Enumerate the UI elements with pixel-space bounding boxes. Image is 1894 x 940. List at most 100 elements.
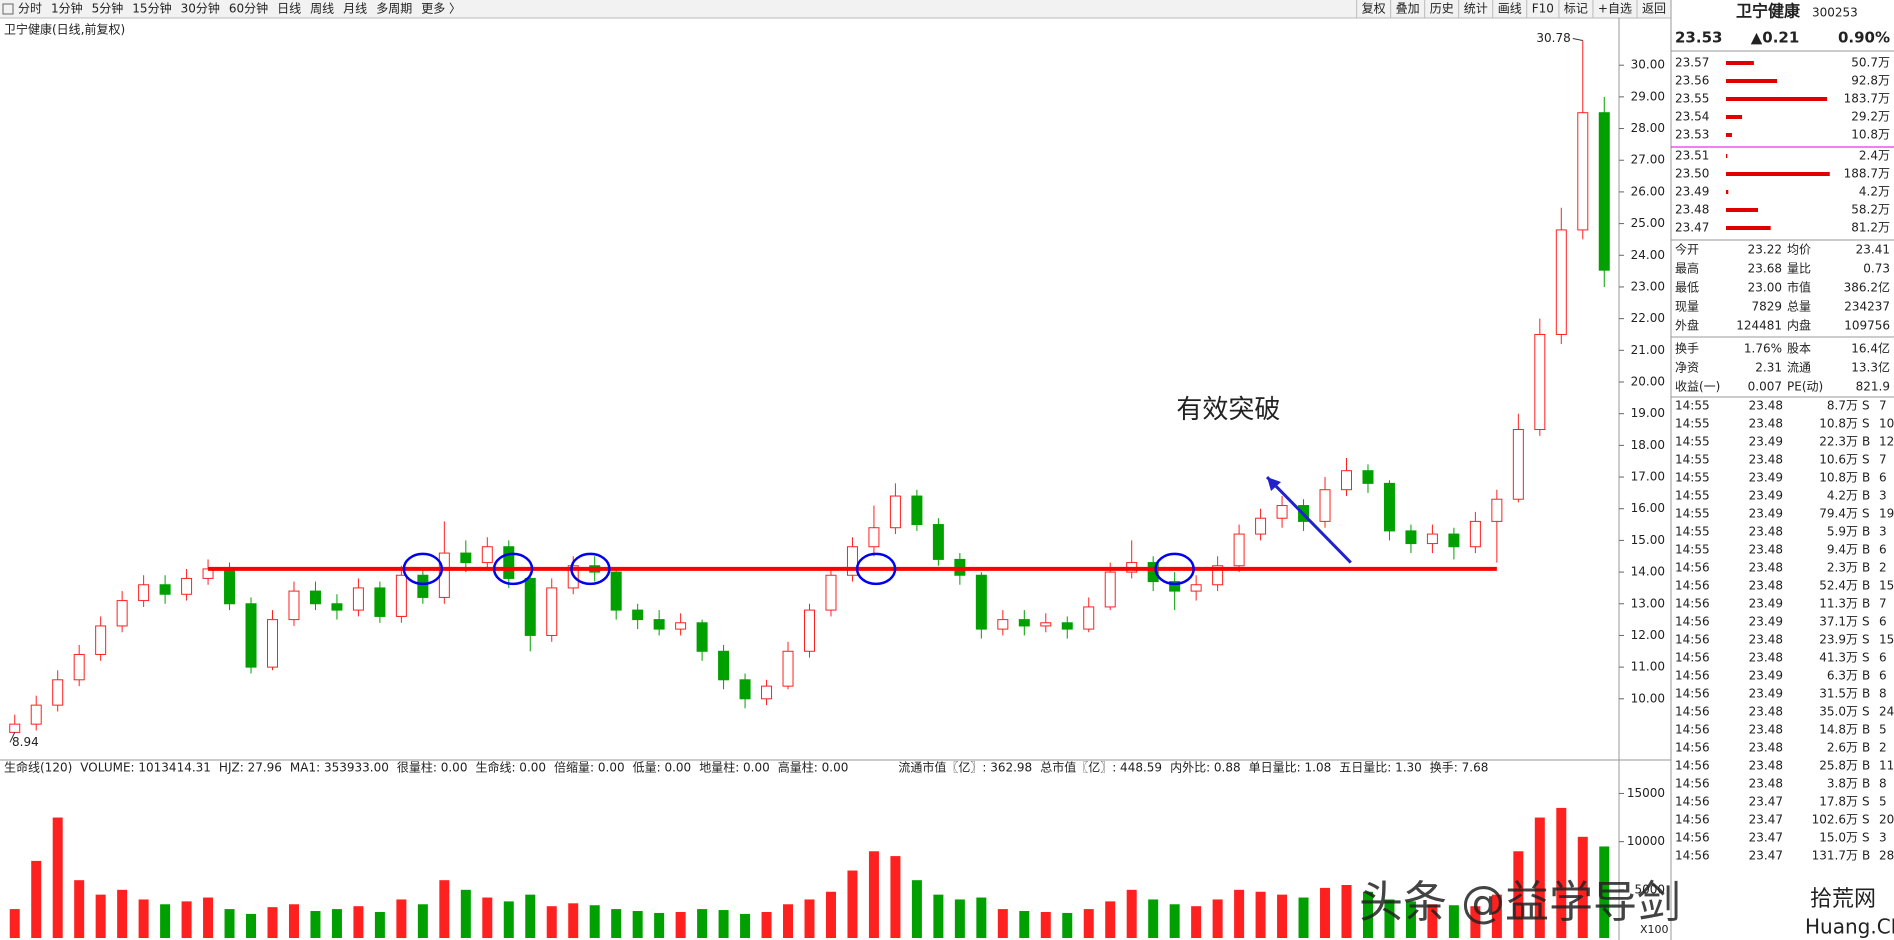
y-tick-label: 23.00 bbox=[1631, 279, 1665, 293]
trade-time: 14:56 bbox=[1675, 831, 1710, 845]
trade-count: 5 bbox=[1879, 723, 1887, 737]
trade-price: 23.49 bbox=[1749, 471, 1783, 485]
trade-time: 14:56 bbox=[1675, 777, 1710, 791]
volume-bar bbox=[1427, 904, 1438, 938]
trade-volume: 9.4万 bbox=[1827, 543, 1858, 557]
candle-body bbox=[181, 577, 193, 595]
menu-icon[interactable] bbox=[2, 3, 14, 15]
y-tick-label: 22.00 bbox=[1631, 311, 1665, 325]
book-price: 23.57 bbox=[1675, 56, 1709, 70]
tool-button[interactable]: F10 bbox=[1532, 2, 1554, 16]
y-tick-label: 28.00 bbox=[1631, 121, 1665, 135]
trade-side: S bbox=[1862, 831, 1870, 845]
trade-side: S bbox=[1862, 633, 1870, 647]
tool-button[interactable]: 统计 bbox=[1464, 2, 1488, 16]
tool-button[interactable]: 叠加 bbox=[1396, 2, 1420, 16]
period-tab[interactable]: 周线 bbox=[310, 2, 334, 16]
candle-body bbox=[782, 650, 794, 687]
stat-value: 0.73 bbox=[1863, 262, 1890, 276]
trade-time: 14:56 bbox=[1675, 687, 1710, 701]
volume-bar bbox=[1105, 901, 1116, 938]
candle-body bbox=[1104, 571, 1116, 608]
watermark: Huang.CN bbox=[1805, 915, 1894, 939]
volume-bar bbox=[890, 856, 901, 938]
period-tab[interactable]: 60分钟 bbox=[229, 1, 268, 16]
volume-bar bbox=[181, 901, 192, 938]
y-tick-label: 20.00 bbox=[1631, 374, 1665, 388]
trade-side: B bbox=[1862, 741, 1870, 755]
trade-volume: 2.3万 bbox=[1827, 561, 1858, 575]
indicator: 高量柱: 0.00 bbox=[778, 760, 849, 775]
book-price: 23.47 bbox=[1675, 221, 1709, 235]
trade-side: B bbox=[1862, 759, 1870, 773]
candle-body bbox=[138, 584, 150, 602]
trade-time: 14:56 bbox=[1675, 723, 1710, 737]
volume-bar bbox=[997, 909, 1008, 938]
trade-count: 2 bbox=[1879, 741, 1887, 755]
candle-body bbox=[503, 546, 515, 579]
tool-button[interactable]: +自选 bbox=[1598, 2, 1632, 16]
book-bar bbox=[1726, 97, 1828, 101]
volume-bar bbox=[568, 903, 579, 938]
trade-volume: 102.6万 bbox=[1812, 813, 1858, 827]
volume-bar bbox=[1534, 817, 1545, 938]
stat-value: 23.22 bbox=[1748, 243, 1782, 257]
y-tick-label: 26.00 bbox=[1631, 184, 1665, 198]
candle-body bbox=[417, 574, 429, 598]
period-tab[interactable]: 更多 〉 bbox=[421, 2, 461, 16]
period-tab[interactable]: 月线 bbox=[343, 2, 367, 16]
trade-price: 23.49 bbox=[1749, 687, 1783, 701]
tool-button[interactable]: 标记 bbox=[1564, 2, 1588, 16]
book-bar bbox=[1726, 190, 1729, 194]
period-tab[interactable]: 日线 bbox=[277, 2, 301, 16]
volume-bar bbox=[718, 910, 729, 938]
book-volume: 2.4万 bbox=[1859, 149, 1890, 163]
trade-count: 8 bbox=[1879, 777, 1887, 791]
trade-price: 23.48 bbox=[1749, 705, 1783, 719]
period-tab[interactable]: 分时 bbox=[18, 2, 42, 16]
trade-count: 28 bbox=[1879, 849, 1894, 863]
stat-label: 均价 bbox=[1787, 243, 1811, 257]
trade-side: B bbox=[1862, 489, 1870, 503]
indicator: MA1: 353933.00 bbox=[290, 761, 389, 775]
trade-count: 19 bbox=[1879, 507, 1894, 521]
candle-body bbox=[932, 524, 944, 560]
period-tab[interactable]: 15分钟 bbox=[132, 1, 171, 16]
trade-count: 15 bbox=[1879, 579, 1894, 593]
period-tab[interactable]: 1分钟 bbox=[51, 1, 83, 16]
trade-price: 23.48 bbox=[1749, 453, 1783, 467]
candle-body bbox=[610, 571, 622, 611]
trade-count: 12 bbox=[1879, 435, 1894, 449]
trade-side: B bbox=[1862, 723, 1870, 737]
trade-time: 14:56 bbox=[1675, 579, 1710, 593]
volume-bar bbox=[611, 909, 622, 938]
volume-bar bbox=[1448, 905, 1459, 938]
tool-button[interactable]: 返回 bbox=[1642, 2, 1666, 16]
book-price: 23.54 bbox=[1675, 110, 1709, 124]
candle-body bbox=[267, 619, 278, 668]
candle-body bbox=[804, 609, 815, 652]
candle-body bbox=[1169, 581, 1181, 592]
period-tab[interactable]: 多周期 bbox=[376, 2, 412, 16]
stat-label: 内盘 bbox=[1787, 318, 1811, 333]
tool-button[interactable]: 画线 bbox=[1498, 2, 1522, 16]
trade-time: 14:56 bbox=[1675, 705, 1710, 719]
volume-bar bbox=[52, 817, 63, 938]
stat-value: 0.007 bbox=[1748, 380, 1782, 394]
tool-button[interactable]: 复权 bbox=[1362, 2, 1386, 16]
trade-side: S bbox=[1862, 651, 1870, 665]
tool-button[interactable]: 历史 bbox=[1430, 2, 1454, 16]
trade-volume: 3.8万 bbox=[1827, 777, 1858, 791]
book-volume: 81.2万 bbox=[1851, 221, 1890, 235]
book-volume: 183.7万 bbox=[1844, 92, 1890, 106]
period-tab[interactable]: 5分钟 bbox=[92, 1, 124, 16]
trade-volume: 41.3万 bbox=[1819, 651, 1858, 665]
volume-bar bbox=[632, 911, 643, 938]
trade-side: B bbox=[1862, 687, 1870, 701]
candle-body bbox=[1469, 520, 1481, 548]
volume-unit: X100 bbox=[1640, 923, 1669, 936]
candle-body bbox=[997, 619, 1009, 630]
trade-count: 3 bbox=[1879, 831, 1887, 845]
volume-bar bbox=[331, 909, 342, 938]
period-tab[interactable]: 30分钟 bbox=[181, 1, 220, 16]
